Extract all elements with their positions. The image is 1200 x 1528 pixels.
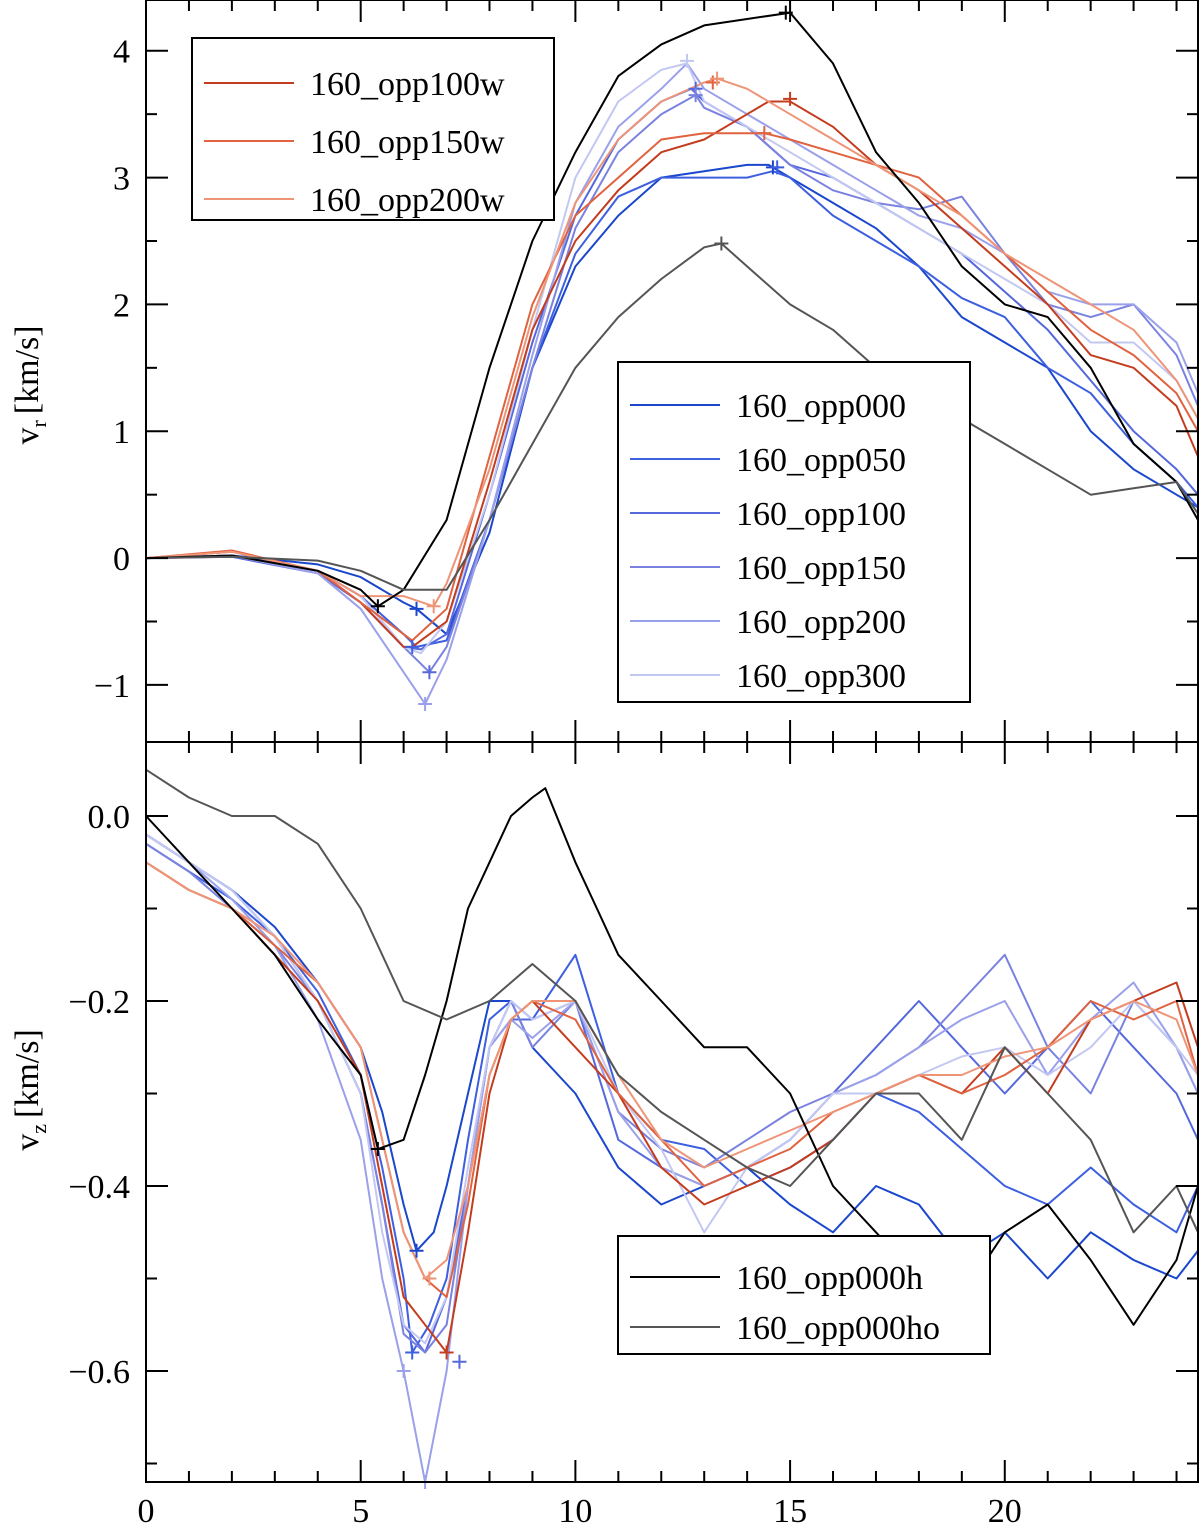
top-y-tick-label: −1 [94,668,130,705]
legend-label-160-opp300: 160_opp300 [736,658,906,695]
legend-label-160-opp100: 160_opp100 [736,496,906,533]
bottom-y-tick-label: −0.2 [68,984,130,1021]
bottom-series-group [145,768,1199,1483]
bottom-marker-160-opp200-0 [396,1364,411,1378]
bottom-marker-160-opp100w-0 [439,1345,454,1360]
top-marker-160-opp200w-1 [710,71,725,86]
bottom-y-axis-label: vz [km/s] [9,1029,51,1151]
bottom-series-160-opp000ho [145,768,1199,1234]
top-marker-160-opp150w-0 [757,126,772,141]
top-marker-160-opp200-0 [418,696,433,711]
top-marker-160-opp050-1 [770,160,785,175]
bottom-marker-160-opp100-0 [452,1354,467,1369]
bottom-series-160-opp200 [145,833,1199,1483]
bottom-marker-160-opp000h-0 [370,1142,385,1156]
legend-label-160-opp000: 160_opp000 [736,388,906,425]
top-y-axis-label-sub: r [26,420,51,428]
top-legend-1-box [617,361,971,703]
bottom-legend-0-box [617,1235,991,1355]
top-y-tick-label: 4 [113,34,130,71]
top-marker-160-opp150-0 [688,88,703,103]
top-marker-160-opp200w-0 [426,599,441,614]
bottom-panel: −0.6 −0.4 −0.2 0.0 0 5 10 15 20 vz [km/s] 160_opp… [9,741,1199,1528]
bottom-y-tick-label: −0.4 [68,1169,130,1206]
top-marker-160-opp000-0 [409,601,424,616]
top-series-160-opp100w [145,100,1199,648]
bottom-y-axis-label-unit: [km/s] [9,1029,46,1118]
bottom-y-tick-label: −0.6 [68,1354,130,1391]
top-marker-160-opp050-0 [405,639,420,654]
legend-top-left: 160_opp100w 160_opp150w 160_opp200w [191,37,555,221]
x-tick-label: 0 [138,1493,155,1528]
top-marker-160-opp300-0 [680,53,695,68]
bottom-series-160-opp150w [145,861,1199,1298]
top-legend-0-box [191,37,555,221]
bottom-series-160-opp300 [145,833,1199,1345]
x-tick-label: 15 [773,1493,807,1528]
legend-label-160-opp150w: 160_opp150w [310,124,505,161]
top-series-160-opp150 [145,94,1199,674]
top-marker-160-opp000ho-0 [714,236,729,251]
legend-label-160-opp150: 160_opp150 [736,550,906,587]
bottom-plot-frame [145,741,1199,1483]
bottom-ticks-group: −0.6 −0.4 −0.2 0.0 0 5 10 15 20 [68,742,1198,1528]
x-tick-label: 20 [988,1493,1022,1528]
x-tick-label: 5 [352,1493,369,1528]
top-y-tick-label: 3 [113,161,130,198]
top-ticks-group: −1 0 1 2 3 4 [94,0,1198,742]
top-y-tick-label: 2 [113,287,130,324]
legend-label-160-opp200w: 160_opp200w [310,182,505,219]
legend-label-160-opp200: 160_opp200 [736,604,906,641]
top-y-tick-label: 1 [113,414,130,451]
bottom-y-axis-label-sub: z [26,1124,51,1134]
bottom-marker-160-opp000-0 [409,1243,424,1258]
top-y-axis-label-main: v [9,428,46,445]
legend-bottom-right: 160_opp000h 160_opp000ho [617,1235,991,1355]
legend-label-160-opp000ho: 160_opp000ho [736,1310,940,1347]
top-series-160-opp000 [145,163,1199,636]
bottom-y-tick-label: 0.0 [88,799,131,836]
top-y-axis-label-unit: [km/s] [9,325,46,414]
bottom-marker-160-opp050-0 [405,1345,420,1360]
top-marker-160-opp100w-0 [783,91,798,106]
x-tick-label: 10 [558,1493,592,1528]
legend-label-160-opp000h: 160_opp000h [736,1260,923,1297]
top-y-axis-label: vr [km/s] [9,325,51,444]
bottom-series-160-opp000h [145,787,1199,1326]
top-markers-group [370,5,798,711]
top-y-tick-label: 0 [113,541,130,578]
legend-label-160-opp050: 160_opp050 [736,442,906,479]
legend-label-160-opp100w: 160_opp100w [310,66,505,103]
top-series-160-opp150w [145,132,1199,642]
legend-center-right: 160_opp000 160_opp050 160_opp100 160_opp150… [617,361,971,703]
bottom-marker-160-opp200w-0 [422,1271,437,1286]
top-marker-160-opp000h-0 [370,599,385,614]
top-series-160-opp200w [145,77,1199,608]
top-marker-160-opp100-0 [422,665,437,680]
bottom-y-axis-label-main: v [9,1134,46,1151]
